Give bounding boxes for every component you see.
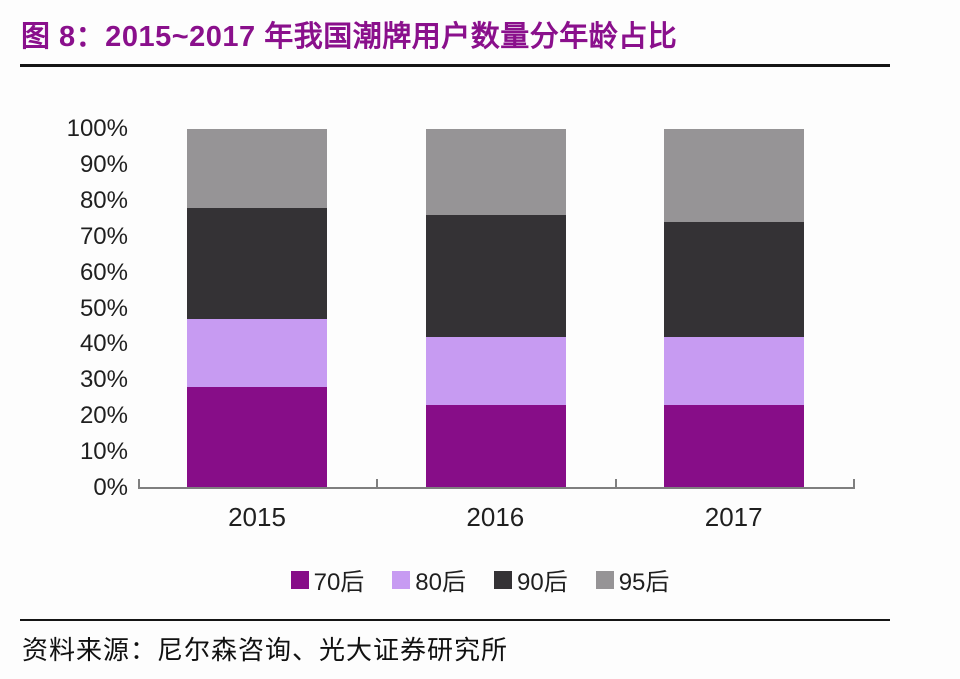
legend-item-95后: 95后: [595, 562, 670, 597]
x-axis-label-2017: 2017: [704, 502, 763, 532]
x-axis-line: [138, 487, 855, 489]
bar-segment-2017-70后: [663, 405, 804, 488]
legend-label: 70后: [313, 569, 365, 596]
y-axis-tick-label: 50%: [79, 294, 128, 322]
bar-segment-2017-80后: [663, 337, 804, 406]
x-axis-label-2015: 2015: [228, 502, 286, 532]
legend-label: 95后: [618, 569, 670, 596]
x-axis-tick: [853, 479, 855, 488]
bar-2016: [425, 129, 566, 488]
bar-2017: [663, 129, 804, 488]
x-axis-label-2016: 2016: [466, 502, 525, 532]
y-axis-tick-label: 70%: [79, 222, 128, 250]
y-axis-tick-label: 30%: [79, 366, 128, 394]
y-axis-tick-label: 90%: [79, 150, 128, 178]
figure-title: 图 8：2015~2017 年我国潮牌用户数量分年龄占比: [21, 21, 678, 53]
legend-swatch-icon: [290, 570, 309, 589]
bar-segment-2015-95后: [187, 129, 328, 208]
y-axis-tick-label: 100%: [66, 115, 128, 142]
bar-segment-2015-90后: [187, 208, 328, 320]
bar-2015: [187, 129, 328, 488]
bar-segment-2016-70后: [425, 405, 566, 488]
y-axis-tick-label: 0%: [93, 474, 128, 501]
y-axis-tick-label: 40%: [79, 330, 128, 358]
y-axis-tick-label: 80%: [79, 186, 128, 214]
legend-item-80后: 80后: [392, 562, 466, 597]
bar-segment-2017-95后: [663, 129, 804, 223]
legend-item-70后: 70后: [290, 562, 365, 597]
chart-plot-area: [138, 129, 853, 488]
bar-segment-2016-90后: [425, 215, 566, 338]
bar-segment-2015-70后: [187, 387, 328, 488]
legend-label: 90后: [517, 569, 568, 596]
y-axis-tick-label: 20%: [79, 402, 128, 430]
legend-swatch-icon: [595, 570, 614, 589]
y-axis-tick-label: 60%: [79, 258, 128, 286]
x-axis-tick: [138, 479, 140, 488]
bar-segment-2016-95后: [425, 129, 566, 216]
legend-item-90后: 90后: [494, 562, 568, 597]
x-axis-tick: [614, 479, 617, 488]
legend: 70后 80后 90后 95后: [0, 562, 960, 597]
source-text: 资料来源：尼尔森咨询、光大证券研究所: [22, 636, 509, 665]
y-axis-tick-label: 10%: [79, 438, 128, 466]
x-axis-tick: [376, 479, 379, 488]
bar-segment-2016-80后: [425, 337, 566, 406]
bar-segment-2015-80后: [187, 319, 328, 388]
legend-swatch-icon: [392, 570, 411, 589]
title-underline: [20, 64, 890, 67]
legend-label: 80后: [415, 569, 466, 596]
bar-segment-2017-90后: [663, 222, 804, 338]
stacked-bar-chart: 0% 10% 20% 30% 40% 50% 60% 70% 80% 90% 100% 2015 20…: [0, 80, 960, 600]
source-divider: [20, 619, 890, 621]
legend-swatch-icon: [494, 570, 512, 589]
